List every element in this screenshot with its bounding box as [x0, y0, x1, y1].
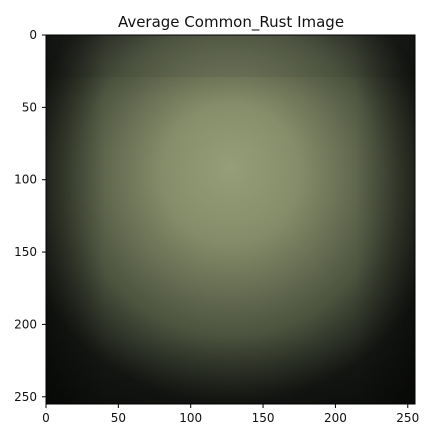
heatmap-image	[46, 35, 415, 404]
heatmap-horizontal-shade	[46, 35, 415, 404]
chart-title: Average Common_Rust Image	[118, 13, 344, 32]
x-axis-tick-label: 50	[111, 411, 126, 425]
y-axis-tick-label: 200	[14, 317, 37, 331]
x-axis-tick-label: 100	[179, 411, 202, 425]
y-axis-tick-label: 250	[14, 390, 37, 404]
plot-frame	[45, 34, 416, 405]
x-axis-tick-label: 150	[252, 411, 275, 425]
y-axis-tick-label: 150	[14, 245, 37, 259]
y-axis-tick-label: 0	[29, 28, 37, 42]
heatmap-top-band	[46, 35, 415, 77]
axes-layer: 0 50 100 150 200 250 0 50 100 150 200 250	[14, 28, 419, 425]
x-axis-tick-label: 250	[396, 411, 419, 425]
y-axis-tick-label: 100	[14, 173, 37, 187]
x-axis-tick-label: 200	[324, 411, 347, 425]
y-axis-tick-label: 50	[22, 100, 37, 114]
x-axis-tick-label: 0	[42, 411, 50, 425]
